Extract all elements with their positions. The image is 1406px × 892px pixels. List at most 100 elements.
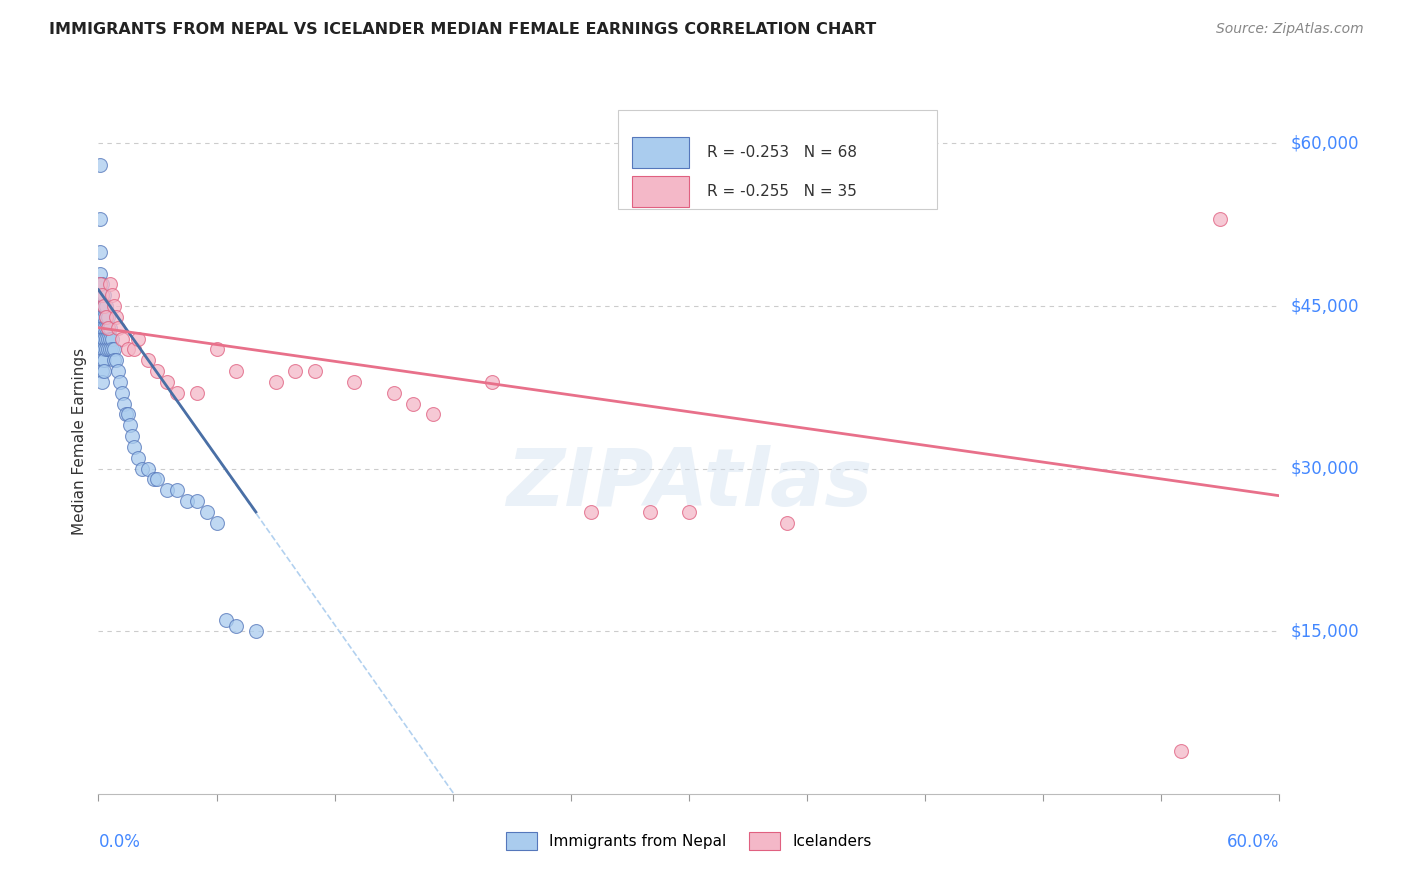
Point bbox=[205, 343, 228, 357]
Point bbox=[97, 343, 120, 357]
Point bbox=[186, 494, 208, 508]
Point bbox=[101, 332, 124, 346]
Point bbox=[142, 473, 165, 487]
Point bbox=[156, 483, 179, 498]
Point bbox=[186, 385, 208, 400]
Point bbox=[127, 332, 149, 346]
Text: $15,000: $15,000 bbox=[1291, 623, 1360, 640]
Point bbox=[225, 619, 247, 633]
Point bbox=[264, 375, 287, 389]
Point bbox=[122, 343, 145, 357]
Point bbox=[343, 375, 366, 389]
Point bbox=[89, 320, 111, 334]
Point bbox=[97, 320, 120, 334]
Point bbox=[91, 343, 114, 357]
Point bbox=[89, 267, 111, 281]
Text: 60.0%: 60.0% bbox=[1227, 833, 1279, 851]
Point bbox=[93, 353, 115, 368]
Point bbox=[91, 310, 114, 324]
Point bbox=[96, 332, 118, 346]
Point bbox=[97, 310, 120, 324]
Point bbox=[91, 288, 114, 302]
Point bbox=[117, 408, 139, 422]
Point bbox=[136, 353, 159, 368]
Point bbox=[382, 385, 405, 400]
Point bbox=[304, 364, 326, 378]
Point bbox=[89, 299, 111, 313]
Point bbox=[91, 364, 114, 378]
Point bbox=[111, 332, 134, 346]
Point bbox=[1209, 212, 1232, 227]
Point bbox=[89, 277, 111, 292]
Point bbox=[131, 461, 153, 475]
Legend: Immigrants from Nepal, Icelanders: Immigrants from Nepal, Icelanders bbox=[506, 832, 872, 850]
Point bbox=[96, 320, 118, 334]
Text: R = -0.253   N = 68: R = -0.253 N = 68 bbox=[707, 145, 856, 161]
Point bbox=[678, 505, 700, 519]
Point bbox=[98, 277, 121, 292]
Point bbox=[91, 288, 114, 302]
FancyBboxPatch shape bbox=[619, 111, 936, 209]
Point bbox=[122, 440, 145, 454]
Point bbox=[91, 299, 114, 313]
Point bbox=[101, 288, 124, 302]
Point bbox=[89, 158, 111, 172]
Point bbox=[176, 494, 198, 508]
Point bbox=[107, 364, 129, 378]
Point bbox=[638, 505, 661, 519]
Text: $60,000: $60,000 bbox=[1291, 135, 1360, 153]
Point bbox=[579, 505, 602, 519]
Text: 0.0%: 0.0% bbox=[98, 833, 141, 851]
Point bbox=[91, 353, 114, 368]
Point bbox=[115, 408, 138, 422]
Point bbox=[402, 396, 425, 410]
Point bbox=[481, 375, 503, 389]
Point bbox=[93, 299, 115, 313]
Point bbox=[117, 343, 139, 357]
Point bbox=[96, 310, 118, 324]
Point bbox=[121, 429, 143, 443]
Point bbox=[93, 310, 115, 324]
Point bbox=[215, 614, 238, 628]
Point bbox=[112, 396, 135, 410]
Point bbox=[284, 364, 307, 378]
Point bbox=[146, 364, 169, 378]
Point bbox=[118, 418, 141, 433]
Point bbox=[96, 310, 118, 324]
Point bbox=[111, 385, 134, 400]
Point bbox=[205, 516, 228, 530]
Point bbox=[93, 343, 115, 357]
Point bbox=[195, 505, 218, 519]
Point bbox=[93, 288, 115, 302]
Point bbox=[127, 450, 149, 465]
Point bbox=[96, 299, 118, 313]
Point bbox=[89, 212, 111, 227]
Text: $45,000: $45,000 bbox=[1291, 297, 1360, 315]
Text: ZIPAtlas: ZIPAtlas bbox=[506, 445, 872, 523]
Point bbox=[89, 310, 111, 324]
Point bbox=[93, 320, 115, 334]
Text: IMMIGRANTS FROM NEPAL VS ICELANDER MEDIAN FEMALE EARNINGS CORRELATION CHART: IMMIGRANTS FROM NEPAL VS ICELANDER MEDIA… bbox=[49, 22, 876, 37]
Point bbox=[89, 332, 111, 346]
Point bbox=[101, 343, 124, 357]
Point bbox=[97, 320, 120, 334]
Point bbox=[91, 375, 114, 389]
Point bbox=[91, 332, 114, 346]
Point bbox=[98, 320, 121, 334]
Point bbox=[776, 516, 799, 530]
Point bbox=[225, 364, 247, 378]
Point bbox=[146, 473, 169, 487]
Point bbox=[96, 343, 118, 357]
Point bbox=[105, 310, 128, 324]
Text: $30,000: $30,000 bbox=[1291, 459, 1360, 477]
Point bbox=[166, 483, 188, 498]
Point bbox=[105, 353, 128, 368]
Point bbox=[103, 343, 125, 357]
Point bbox=[422, 408, 444, 422]
Point bbox=[103, 353, 125, 368]
Point bbox=[97, 332, 120, 346]
Point bbox=[93, 364, 115, 378]
FancyBboxPatch shape bbox=[633, 176, 689, 207]
Point bbox=[103, 299, 125, 313]
Point bbox=[156, 375, 179, 389]
